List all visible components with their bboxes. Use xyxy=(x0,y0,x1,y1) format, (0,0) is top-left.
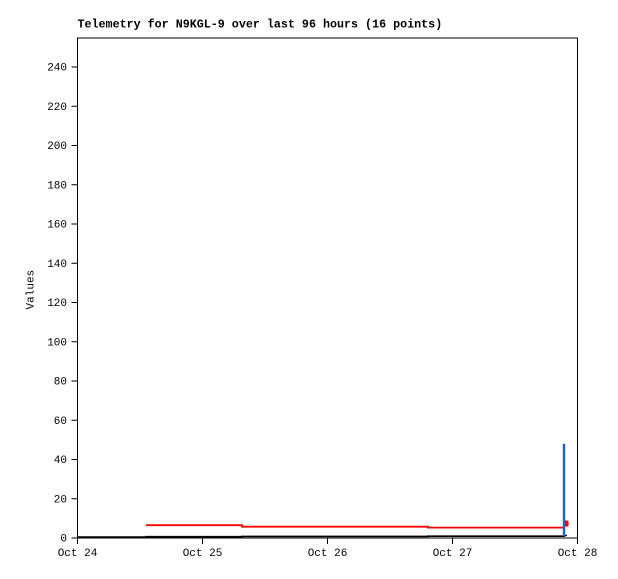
svg-text:100: 100 xyxy=(47,337,67,349)
svg-text:0: 0 xyxy=(60,534,67,546)
svg-text:Oct 24: Oct 24 xyxy=(58,548,98,560)
svg-text:20: 20 xyxy=(54,494,67,506)
svg-text:180: 180 xyxy=(47,180,67,192)
svg-text:60: 60 xyxy=(54,416,67,428)
svg-text:160: 160 xyxy=(47,220,67,232)
svg-text:Oct 28: Oct 28 xyxy=(558,548,598,560)
svg-text:Values: Values xyxy=(25,270,37,310)
svg-text:Telemetry for N9KGL-9 over las: Telemetry for N9KGL-9 over last 96 hours… xyxy=(78,17,443,31)
svg-text:40: 40 xyxy=(54,455,67,467)
svg-text:Oct 25: Oct 25 xyxy=(183,548,223,560)
svg-text:220: 220 xyxy=(47,102,67,114)
svg-text:200: 200 xyxy=(47,141,67,153)
svg-text:240: 240 xyxy=(47,63,67,75)
svg-text:140: 140 xyxy=(47,259,67,271)
svg-text:120: 120 xyxy=(47,298,67,310)
svg-text:Oct 26: Oct 26 xyxy=(308,548,348,560)
svg-text:80: 80 xyxy=(54,377,67,389)
svg-text:Oct 27: Oct 27 xyxy=(433,548,473,560)
